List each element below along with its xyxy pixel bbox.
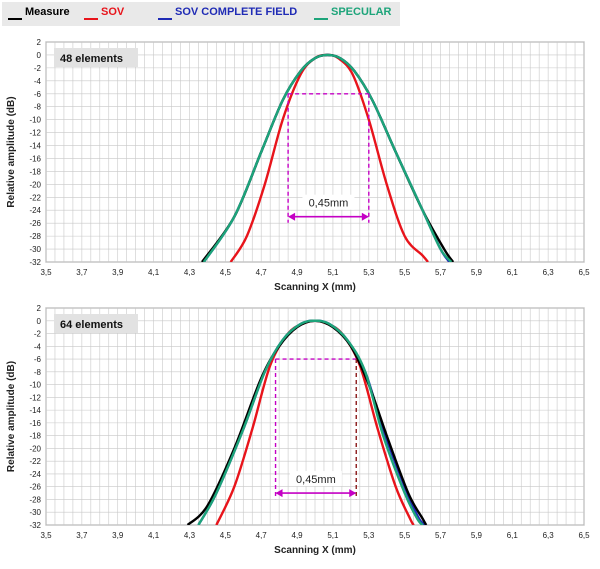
- y-tick-label: -26: [29, 483, 41, 492]
- x-tick-label: 5,7: [435, 268, 447, 277]
- annotation-arrowhead-right: [361, 212, 369, 221]
- annotation-label: 0,45mm: [309, 198, 349, 210]
- legend-label-specular: SPECULAR: [331, 6, 392, 18]
- legend-label-sov-complete-field: SOV COMPLETE FIELD: [175, 6, 298, 18]
- x-tick-label: 5,3: [363, 531, 375, 540]
- y-tick-label: -22: [29, 457, 41, 466]
- y-tick-label: -28: [29, 232, 41, 241]
- x-tick-label: 4,3: [184, 531, 196, 540]
- y-tick-label: -16: [29, 419, 41, 428]
- x-tick-label: 6,3: [543, 531, 555, 540]
- panel-label-badge: [54, 48, 138, 67]
- x-tick-label: 4,5: [220, 268, 232, 277]
- chart-panel-1: 2 0 -2 -4 -6 -8 -10 -12 -14 -16 -18 -20 -22 -24 -26 -28…: [6, 38, 590, 293]
- x-tick-label: 5,5: [399, 531, 411, 540]
- panel-label: 64 elements: [60, 319, 123, 331]
- y-tick-label: -4: [34, 77, 42, 86]
- y-tick-label: -14: [29, 406, 41, 415]
- y-tick-label: -12: [29, 393, 41, 402]
- y-tick-label: -20: [29, 444, 41, 453]
- y-tick-label: -30: [29, 245, 41, 254]
- x-tick-label: 5,3: [363, 268, 375, 277]
- legend-swatch-specular: [314, 18, 328, 20]
- y-tick-label: -2: [34, 64, 42, 73]
- x-tick-label: 3,5: [40, 268, 52, 277]
- panel-label-badge: [54, 314, 138, 333]
- series-line-specular: [197, 319, 424, 525]
- y-tick-label: 0: [37, 51, 42, 60]
- x-tick-label: 6,5: [578, 531, 590, 540]
- y-tick-label: -10: [29, 381, 41, 390]
- y-axis-title: Relative amplitude (dB): [6, 96, 17, 207]
- x-axis-title: Scanning X (mm): [274, 282, 356, 293]
- x-tick-label: 4,7: [256, 268, 268, 277]
- x-tick-label: 5,1: [327, 531, 339, 540]
- y-tick-label: -24: [29, 206, 41, 215]
- y-tick-label: -6: [34, 90, 42, 99]
- chart-panel-2: 2 0 -2 -4 -6 -8 -10 -12 -14 -16 -18 -20 -22 -24 -26 -28…: [6, 304, 590, 556]
- legend-label-sov: SOV: [101, 6, 125, 18]
- y-tick-label: -22: [29, 193, 41, 202]
- y-tick-label: -18: [29, 432, 41, 441]
- annotation-arrowhead-right: [349, 489, 357, 498]
- y-tick-label: -2: [34, 330, 42, 339]
- y-axis-title: Relative amplitude (dB): [6, 361, 17, 472]
- x-tick-label: 4,5: [220, 531, 232, 540]
- x-tick-label: 3,5: [40, 531, 52, 540]
- y-tick-label: -8: [34, 368, 42, 377]
- y-tick-label: -20: [29, 180, 41, 189]
- y-tick-label: -30: [29, 508, 41, 517]
- x-tick-label: 3,7: [76, 531, 88, 540]
- x-tick-label: 6,1: [507, 531, 519, 540]
- y-tick-label: -28: [29, 495, 41, 504]
- x-tick-label: 4,9: [292, 531, 304, 540]
- y-tick-label: -14: [29, 142, 41, 151]
- x-tick-label: 4,9: [292, 268, 304, 277]
- y-tick-label: -18: [29, 167, 41, 176]
- x-tick-label: 4,1: [148, 268, 160, 277]
- y-tick-label: -6: [34, 355, 42, 364]
- chart-legend: Measure SOV SOV COMPLETE FIELD SPECULAR: [2, 2, 400, 26]
- x-tick-label: 3,7: [76, 268, 88, 277]
- panel-label: 48 elements: [60, 53, 123, 65]
- legend-swatch-sov-complete-field: [158, 18, 172, 20]
- y-tick-label: 2: [37, 304, 42, 313]
- x-tick-label: 3,9: [112, 268, 124, 277]
- annotation-label-bg: [302, 194, 355, 210]
- annotation-arrowhead-left: [288, 212, 296, 221]
- x-tick-label: 5,9: [471, 531, 483, 540]
- y-tick-label: -8: [34, 103, 42, 112]
- y-tick-label: -4: [34, 342, 42, 351]
- x-tick-label: 6,1: [507, 268, 519, 277]
- y-tick-label: -16: [29, 154, 41, 163]
- legend-swatch-measure: [8, 18, 22, 20]
- y-tick-label: 0: [37, 317, 42, 326]
- x-tick-label: 5,5: [399, 268, 411, 277]
- x-tick-label: 3,9: [112, 531, 124, 540]
- x-tick-label: 4,3: [184, 268, 196, 277]
- y-tick-label: 2: [37, 38, 42, 47]
- series-line-specular: [202, 53, 453, 262]
- annotation-label-bg: [289, 471, 342, 487]
- x-tick-label: 4,7: [256, 531, 268, 540]
- x-tick-label: 5,1: [327, 268, 339, 277]
- x-axis-title: Scanning X (mm): [274, 545, 356, 556]
- y-tick-label: -26: [29, 219, 41, 228]
- y-tick-label: -32: [29, 521, 41, 530]
- x-tick-label: 5,9: [471, 268, 483, 277]
- legend-label-measure: Measure: [25, 6, 70, 18]
- y-tick-label: -32: [29, 258, 41, 267]
- annotation-label: 0,45mm: [296, 474, 336, 486]
- annotation-arrowhead-left: [275, 489, 283, 498]
- y-tick-label: -24: [29, 470, 41, 479]
- x-tick-label: 5,7: [435, 531, 447, 540]
- y-tick-label: -12: [29, 129, 41, 138]
- x-tick-label: 6,5: [578, 268, 590, 277]
- x-tick-label: 4,1: [148, 531, 160, 540]
- x-tick-label: 6,3: [543, 268, 555, 277]
- legend-swatch-sov: [84, 18, 98, 20]
- y-tick-label: -10: [29, 116, 41, 125]
